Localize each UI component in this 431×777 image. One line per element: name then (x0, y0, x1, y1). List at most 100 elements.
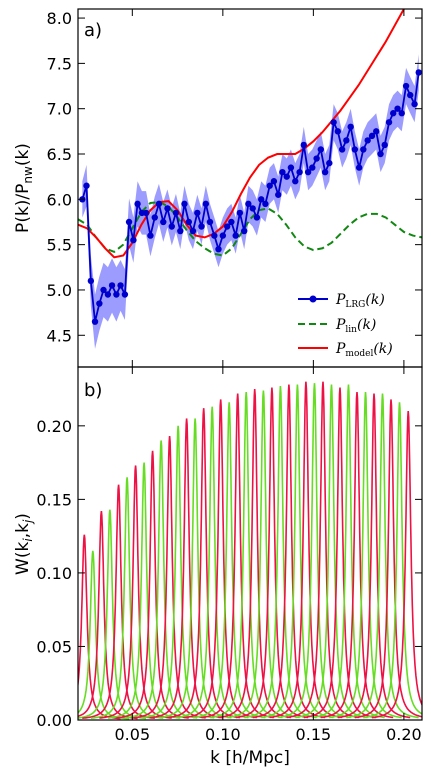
window-function-curve (184, 399, 258, 719)
lrg-point (206, 218, 214, 226)
lrg-point (262, 200, 269, 208)
window-function-curve (167, 408, 241, 719)
window-function-curve (201, 393, 274, 719)
lrg-point (130, 236, 137, 244)
window-function-curve (354, 399, 422, 719)
legend-lrg-marker (309, 295, 317, 303)
legend: PLRG(k) Plin(k) Pmodel(k) (298, 292, 393, 359)
legend-lrg-label: PLRG(k) (335, 292, 385, 310)
panel-b-xtick-label: 0.10 (205, 725, 241, 744)
lrg-point (270, 178, 278, 185)
panel-b-label: b) (84, 380, 102, 401)
lrg-point (155, 200, 163, 208)
legend-model-label: Pmodel(k) (335, 341, 393, 359)
lrg-point (151, 214, 158, 221)
window-function-curve (210, 391, 283, 719)
lrg-point (385, 119, 393, 126)
lrg-point (309, 164, 316, 171)
lrg-point (142, 209, 150, 217)
lrg-point (202, 200, 210, 208)
panel-a-ytick-label: 4.5 (47, 326, 72, 345)
lrg-point (181, 200, 188, 208)
lrg-point (168, 223, 175, 230)
lrg-point (147, 232, 154, 239)
lrg-point (91, 318, 99, 325)
lrg-point (113, 291, 120, 298)
lrg-point (368, 132, 376, 140)
x-axis-label: k [h/Mpc] (210, 748, 290, 768)
panel-a-ytick-label: 6.5 (47, 145, 72, 164)
lrg-point (83, 182, 90, 189)
lrg-point (211, 232, 218, 239)
lrg-point (287, 164, 295, 171)
window-function-curve (252, 384, 326, 719)
lrg-point (402, 82, 410, 90)
lrg-point (96, 300, 103, 307)
lrg-point (292, 178, 299, 185)
window-function-curve (193, 402, 266, 719)
lrg-point (223, 223, 231, 230)
lrg-point (300, 141, 307, 149)
lrg-point (117, 282, 124, 289)
panel-a-ytick-label: 8.0 (47, 9, 72, 28)
window-function-curve (175, 406, 249, 719)
window-function-curve (329, 391, 402, 719)
panel-a-ytick-label: 6.0 (47, 190, 72, 209)
lrg-point (215, 245, 222, 253)
window-function-curve (346, 393, 419, 719)
lrg-point (121, 291, 129, 298)
lrg-point (347, 123, 354, 131)
lrg-point (398, 110, 405, 117)
lrg-point (377, 150, 384, 158)
panel-a-ytick-label: 5.5 (47, 236, 72, 255)
panel-a-ylabel: P(k)/Pnw(k) (13, 143, 35, 233)
lrg-point (275, 191, 282, 198)
panel-b: 0.00 0.05 0.10 0.15 0.20 0.05 0.10 0.15 0.20 b)… (13, 366, 423, 768)
panel-b-ylabel: W(ki,kj) (13, 513, 35, 575)
lrg-point (313, 155, 320, 162)
lrg-point (236, 209, 244, 217)
lrg-point (407, 91, 414, 99)
lrg-point (164, 205, 171, 212)
lrg-point (108, 282, 116, 289)
lrg-point (317, 146, 324, 153)
lrg-point (198, 223, 205, 230)
lrg-point (177, 227, 184, 235)
lrg-point (185, 218, 193, 226)
panel-a-label: a) (84, 20, 102, 41)
lrg-point (172, 209, 180, 217)
window-function-curve (303, 387, 377, 719)
lrg-point (364, 137, 371, 144)
lrg-point (390, 110, 397, 117)
window-function-curve (286, 381, 360, 719)
lrg-point (100, 286, 107, 294)
lrg-point (360, 146, 367, 153)
window-function-curve (320, 391, 394, 719)
lrg-point (241, 227, 248, 235)
lrg-point (125, 218, 133, 226)
lrg-point (245, 200, 252, 208)
window-function-curve (158, 418, 232, 719)
lrg-point (228, 218, 235, 226)
panel-a-ytick-label: 7.0 (47, 100, 72, 119)
window-function-curve (337, 393, 411, 719)
lrg-point (283, 173, 290, 180)
lrg-point (381, 141, 388, 149)
lrg-point (219, 232, 227, 239)
panel-a: 4.55.05.56.06.57.07.58.0 a) P(k)/Pnw(k) … (13, 8, 423, 368)
window-function-curve (295, 384, 368, 719)
legend-lin-label: Plin(k) (335, 317, 376, 335)
panel-b-ytick-label: 0.20 (36, 417, 72, 436)
lrg-point (134, 200, 141, 208)
window-function-curve (312, 384, 385, 719)
window-function-curve (218, 389, 291, 719)
lrg-point (253, 214, 261, 221)
lrg-point (258, 196, 265, 203)
lrg-point (343, 137, 350, 144)
lrg-point (338, 146, 346, 153)
panel-b-xtick-label: 0.15 (296, 725, 332, 744)
series-lin-line (78, 201, 422, 257)
panel-b-xtick-label: 0.05 (115, 725, 151, 744)
panel-b-frame (77, 366, 423, 721)
window-function-curve (278, 383, 351, 719)
